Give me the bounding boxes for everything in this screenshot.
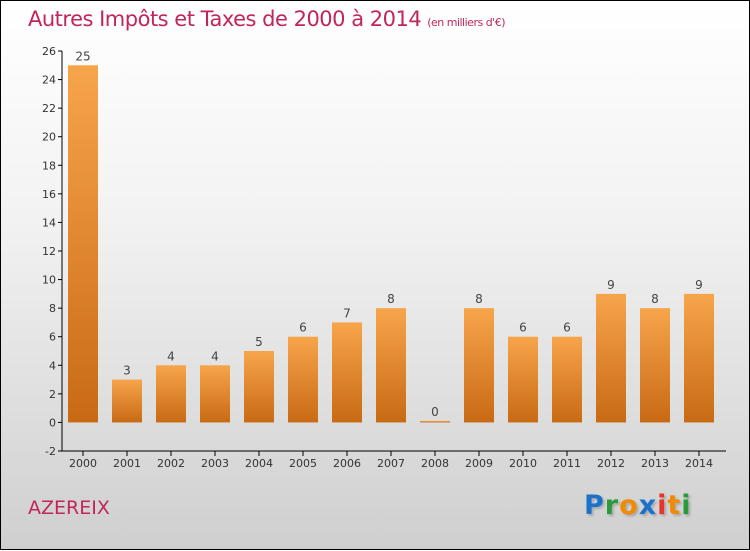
data-label: 4 [167, 349, 175, 363]
x-tick-label: 2007 [377, 457, 405, 470]
logo-letter: i [681, 490, 692, 521]
data-label: 0 [431, 405, 439, 419]
x-tick-label: 2010 [509, 457, 537, 470]
y-tick-label: -2 [45, 445, 56, 458]
x-tick-label: 2008 [421, 457, 449, 470]
y-tick-label: 20 [42, 131, 56, 144]
y-tick-label: 16 [42, 188, 56, 201]
y-tick-label: 26 [42, 45, 56, 58]
x-tick-label: 2005 [289, 457, 317, 470]
bar-2001 [112, 379, 142, 423]
x-tick-label: 2001 [113, 457, 141, 470]
bar-2010 [508, 336, 538, 423]
logo-letter: i [657, 490, 668, 521]
x-tick-label: 2012 [597, 457, 625, 470]
bar-2006 [332, 322, 362, 423]
data-label: 4 [211, 349, 219, 363]
bar-2004 [244, 351, 274, 423]
data-label: 8 [651, 292, 659, 306]
x-tick-label: 2013 [641, 457, 669, 470]
data-label: 7 [343, 306, 351, 320]
commune-name: AZEREIX [28, 497, 110, 519]
bar-2005 [288, 336, 318, 423]
x-tick-label: 2003 [201, 457, 229, 470]
logo-letter: P [584, 490, 605, 521]
bar-2003 [200, 365, 230, 423]
y-tick-label: 14 [42, 216, 56, 229]
bar-2011 [552, 336, 582, 423]
data-label: 8 [475, 292, 483, 306]
y-tick-label: 22 [42, 102, 56, 115]
proxiti-logo[interactable]: Proxiti [584, 490, 692, 521]
bar-2009 [464, 308, 494, 423]
data-label: 3 [123, 364, 131, 378]
data-label: 6 [299, 321, 307, 335]
chart-subtitle: (en milliers d'€) [427, 16, 505, 29]
logo-letter: o [619, 490, 639, 521]
x-tick-label: 2009 [465, 457, 493, 470]
bar-2014 [684, 293, 714, 423]
y-tick-label: 24 [42, 74, 56, 87]
y-tick-label: 8 [49, 302, 56, 315]
bar-2013 [640, 308, 670, 423]
data-label: 5 [255, 335, 263, 349]
logo-letter: x [638, 490, 658, 521]
data-label: 8 [387, 292, 395, 306]
data-label: 25 [75, 49, 90, 63]
bar-2008 [420, 420, 450, 423]
chart-title: Autres Impôts et Taxes de 2000 à 2014 (en… [28, 7, 505, 31]
y-tick-label: 0 [49, 416, 56, 429]
data-label: 9 [607, 278, 615, 292]
y-tick-label: 4 [49, 359, 56, 372]
logo-letter: t [667, 490, 682, 521]
y-tick-label: 10 [42, 274, 56, 287]
x-tick-label: 2006 [333, 457, 361, 470]
y-tick-label: 18 [42, 159, 56, 172]
title-text: Autres Impôts et Taxes de 2000 à 2014 [28, 7, 422, 31]
x-tick-label: 2004 [245, 457, 273, 470]
bar-2000 [68, 65, 98, 423]
data-label: 6 [563, 321, 571, 335]
x-tick-label: 2000 [69, 457, 97, 470]
x-tick-label: 2002 [157, 457, 185, 470]
bar-2012 [596, 293, 626, 423]
bar-2007 [376, 308, 406, 423]
y-tick-label: 2 [49, 388, 56, 401]
x-tick-label: 2014 [685, 457, 713, 470]
data-label: 9 [695, 278, 703, 292]
y-tick-label: 6 [49, 331, 56, 344]
x-tick-label: 2011 [553, 457, 581, 470]
y-tick-label: 12 [42, 245, 56, 258]
logo-letter: r [604, 490, 620, 521]
bar-2002 [156, 365, 186, 423]
data-label: 6 [519, 321, 527, 335]
